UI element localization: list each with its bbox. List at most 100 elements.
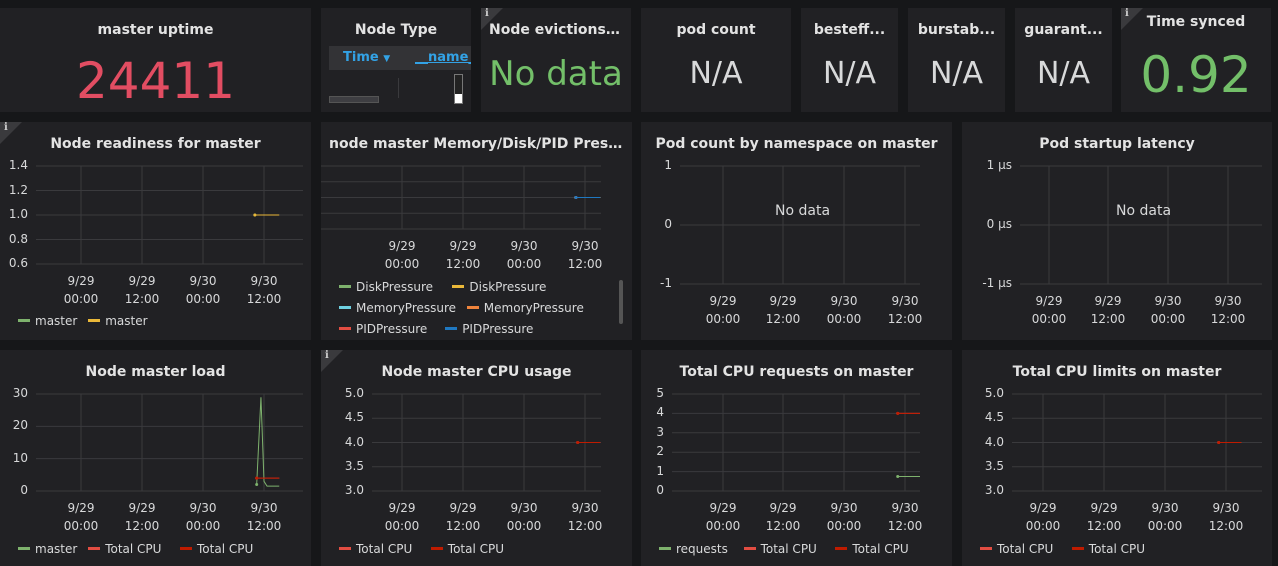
info-icon[interactable]: i — [0, 122, 22, 144]
y-tick-label: 3 — [656, 424, 664, 439]
column-name[interactable]: __name_ — [415, 50, 471, 65]
legend-item[interactable]: Total CPU — [88, 542, 161, 556]
panel-load[interactable]: Node master load 30 20 10 0 9/29 00:00 9/29 12:0… — [0, 350, 311, 566]
graph-area[interactable] — [321, 350, 632, 566]
panel-cpuusage[interactable]: i Node master CPU usage 5.0 4.5 4.0 3.5 3.0 9/2… — [321, 350, 632, 566]
stat-value: N/A — [1036, 56, 1091, 91]
panel-node-evictions[interactable]: i Node evictions ... No data — [481, 8, 631, 112]
series-point — [1217, 441, 1221, 444]
legend-swatch — [339, 306, 351, 309]
x-tick-label: 9/29 00:00 — [63, 501, 99, 533]
y-tick-label: 0 — [664, 217, 672, 231]
panel-guaranteed[interactable]: guarant... N/A — [1015, 8, 1112, 112]
legend-swatch — [88, 547, 101, 550]
legend-label: requests — [676, 542, 728, 556]
legend-item[interactable]: MemoryPressure — [466, 301, 584, 315]
legend-swatch — [1071, 547, 1084, 550]
x-tick-label: 9/30 12:00 — [887, 294, 923, 326]
legend-label: Total CPU — [356, 542, 413, 556]
legend-item[interactable]: master — [18, 542, 77, 556]
panel-title[interactable]: besteff... — [813, 22, 886, 38]
horizontal-scrollbar[interactable] — [329, 96, 379, 103]
graph-area[interactable] — [0, 122, 311, 340]
legend-item[interactable]: Total CPU — [835, 542, 909, 556]
panel-title[interactable]: pod count — [676, 22, 756, 38]
vertical-scrollbar[interactable] — [454, 74, 463, 104]
graph-area[interactable] — [641, 122, 952, 340]
graph-area[interactable] — [962, 122, 1272, 340]
info-icon[interactable]: i — [481, 8, 503, 30]
legend-item[interactable]: DiskPressure — [452, 280, 546, 294]
panel-startup[interactable]: Pod startup latency 1 µs 0 µs -1 µs 9/29 00:0… — [962, 122, 1272, 340]
series-point — [253, 213, 257, 217]
legend-item[interactable]: Total CPU — [180, 542, 253, 556]
panel-title[interactable]: master uptime — [97, 22, 214, 38]
legend-swatch — [180, 547, 192, 550]
graph-area[interactable] — [0, 350, 311, 566]
column-time[interactable]: Time ▼ — [343, 50, 391, 65]
x-tick-label: 9/29 12:00 — [124, 501, 160, 533]
legend-item[interactable]: requests — [659, 542, 728, 556]
info-icon[interactable]: i — [321, 350, 343, 372]
legend-swatch — [339, 547, 351, 550]
series-line-master — [256, 397, 280, 487]
panel-title[interactable]: Time synced — [1146, 14, 1246, 30]
y-tick-label: 5.0 — [984, 386, 1004, 400]
legend-item[interactable]: Total CPU — [430, 542, 504, 556]
legend-item[interactable]: PIDPressure — [339, 322, 427, 336]
y-tick-label: 30 — [12, 386, 28, 400]
graph-area[interactable] — [641, 350, 952, 566]
stat-value: 24411 — [75, 52, 236, 110]
legend-item[interactable]: PIDPressure — [445, 322, 533, 336]
legend-item[interactable]: Total CPU — [980, 542, 1053, 556]
legend-label: PIDPressure — [356, 322, 428, 336]
panel-title[interactable]: burstab... — [917, 22, 996, 38]
series-point — [255, 476, 259, 480]
panel-cpureq[interactable]: Total CPU requests on master 5 4 3 2 1 0 9/29 00… — [641, 350, 952, 566]
panel-besteffort[interactable]: besteff... N/A — [801, 8, 898, 112]
panel-readiness[interactable]: i Node readiness for master 1.4 1.2 1.0 0.8 0.… — [0, 122, 311, 340]
legend-item[interactable]: Total CPU — [339, 542, 412, 556]
legend-scrollbar[interactable] — [619, 280, 623, 324]
y-tick-label: 1.0 — [8, 207, 28, 221]
y-tick-label: 1 µs — [986, 158, 1012, 172]
legend-item[interactable]: MemoryPressure — [339, 301, 456, 315]
legend-label: Total CPU — [1088, 542, 1146, 556]
y-tick-label: 5.0 — [344, 386, 364, 400]
legend-swatch — [339, 285, 351, 288]
panel-pod-count[interactable]: pod count N/A — [641, 8, 791, 112]
panel-pressure[interactable]: node master Memory/Disk/PID Pressure1.00… — [321, 122, 632, 340]
panel-title[interactable]: Node Type — [354, 22, 438, 38]
legend-label: Total CPU — [997, 542, 1054, 556]
panel-title[interactable]: Node evictions ... — [489, 22, 627, 38]
info-icon[interactable]: i — [1121, 8, 1143, 30]
legend-item[interactable]: DiskPressure — [339, 280, 433, 294]
legend-item[interactable]: master — [88, 314, 148, 328]
graph-area[interactable] — [962, 350, 1272, 566]
panel-time-synced[interactable]: i Time synced 0.92 — [1121, 8, 1271, 112]
panel-podns[interactable]: Pod count by namespace on master 1 0 -1 9/29… — [641, 122, 952, 340]
x-tick-label: 9/29 12:00 — [765, 501, 801, 533]
legend-label: master — [105, 314, 148, 328]
legend-item[interactable]: Total CPU — [743, 542, 817, 556]
x-tick-label: 9/29 00:00 — [63, 274, 99, 306]
legend-label: MemoryPressure — [483, 301, 584, 315]
x-tick-label: 9/29 00:00 — [705, 294, 741, 326]
panel-master-uptime[interactable]: master uptime 24411 — [0, 8, 311, 112]
x-tick-label: 9/30 00:00 — [826, 501, 862, 533]
legend-swatch — [445, 327, 458, 330]
panel-cpulim[interactable]: Total CPU limits on master 5.0 4.5 4.0 3.5 3.… — [962, 350, 1272, 566]
legend-swatch — [339, 327, 351, 330]
panel-node-type[interactable]: Node Type Time ▼ __name_ — [321, 8, 471, 112]
legend-item[interactable]: Total CPU — [1071, 542, 1146, 556]
legend-swatch — [659, 547, 671, 550]
y-tick-label: 1.4 — [8, 158, 28, 172]
panel-title[interactable]: guarant... — [1024, 22, 1103, 38]
legend-item[interactable]: master — [18, 314, 77, 328]
y-tick-label: 0 — [656, 483, 664, 497]
x-tick-label: 9/29 12:00 — [1086, 501, 1122, 533]
y-tick-label: -1 µs — [982, 276, 1012, 290]
panel-burstable[interactable]: burstab... N/A — [908, 8, 1005, 112]
graph-area[interactable] — [321, 122, 632, 340]
legend-label: PIDPressure — [462, 322, 534, 336]
